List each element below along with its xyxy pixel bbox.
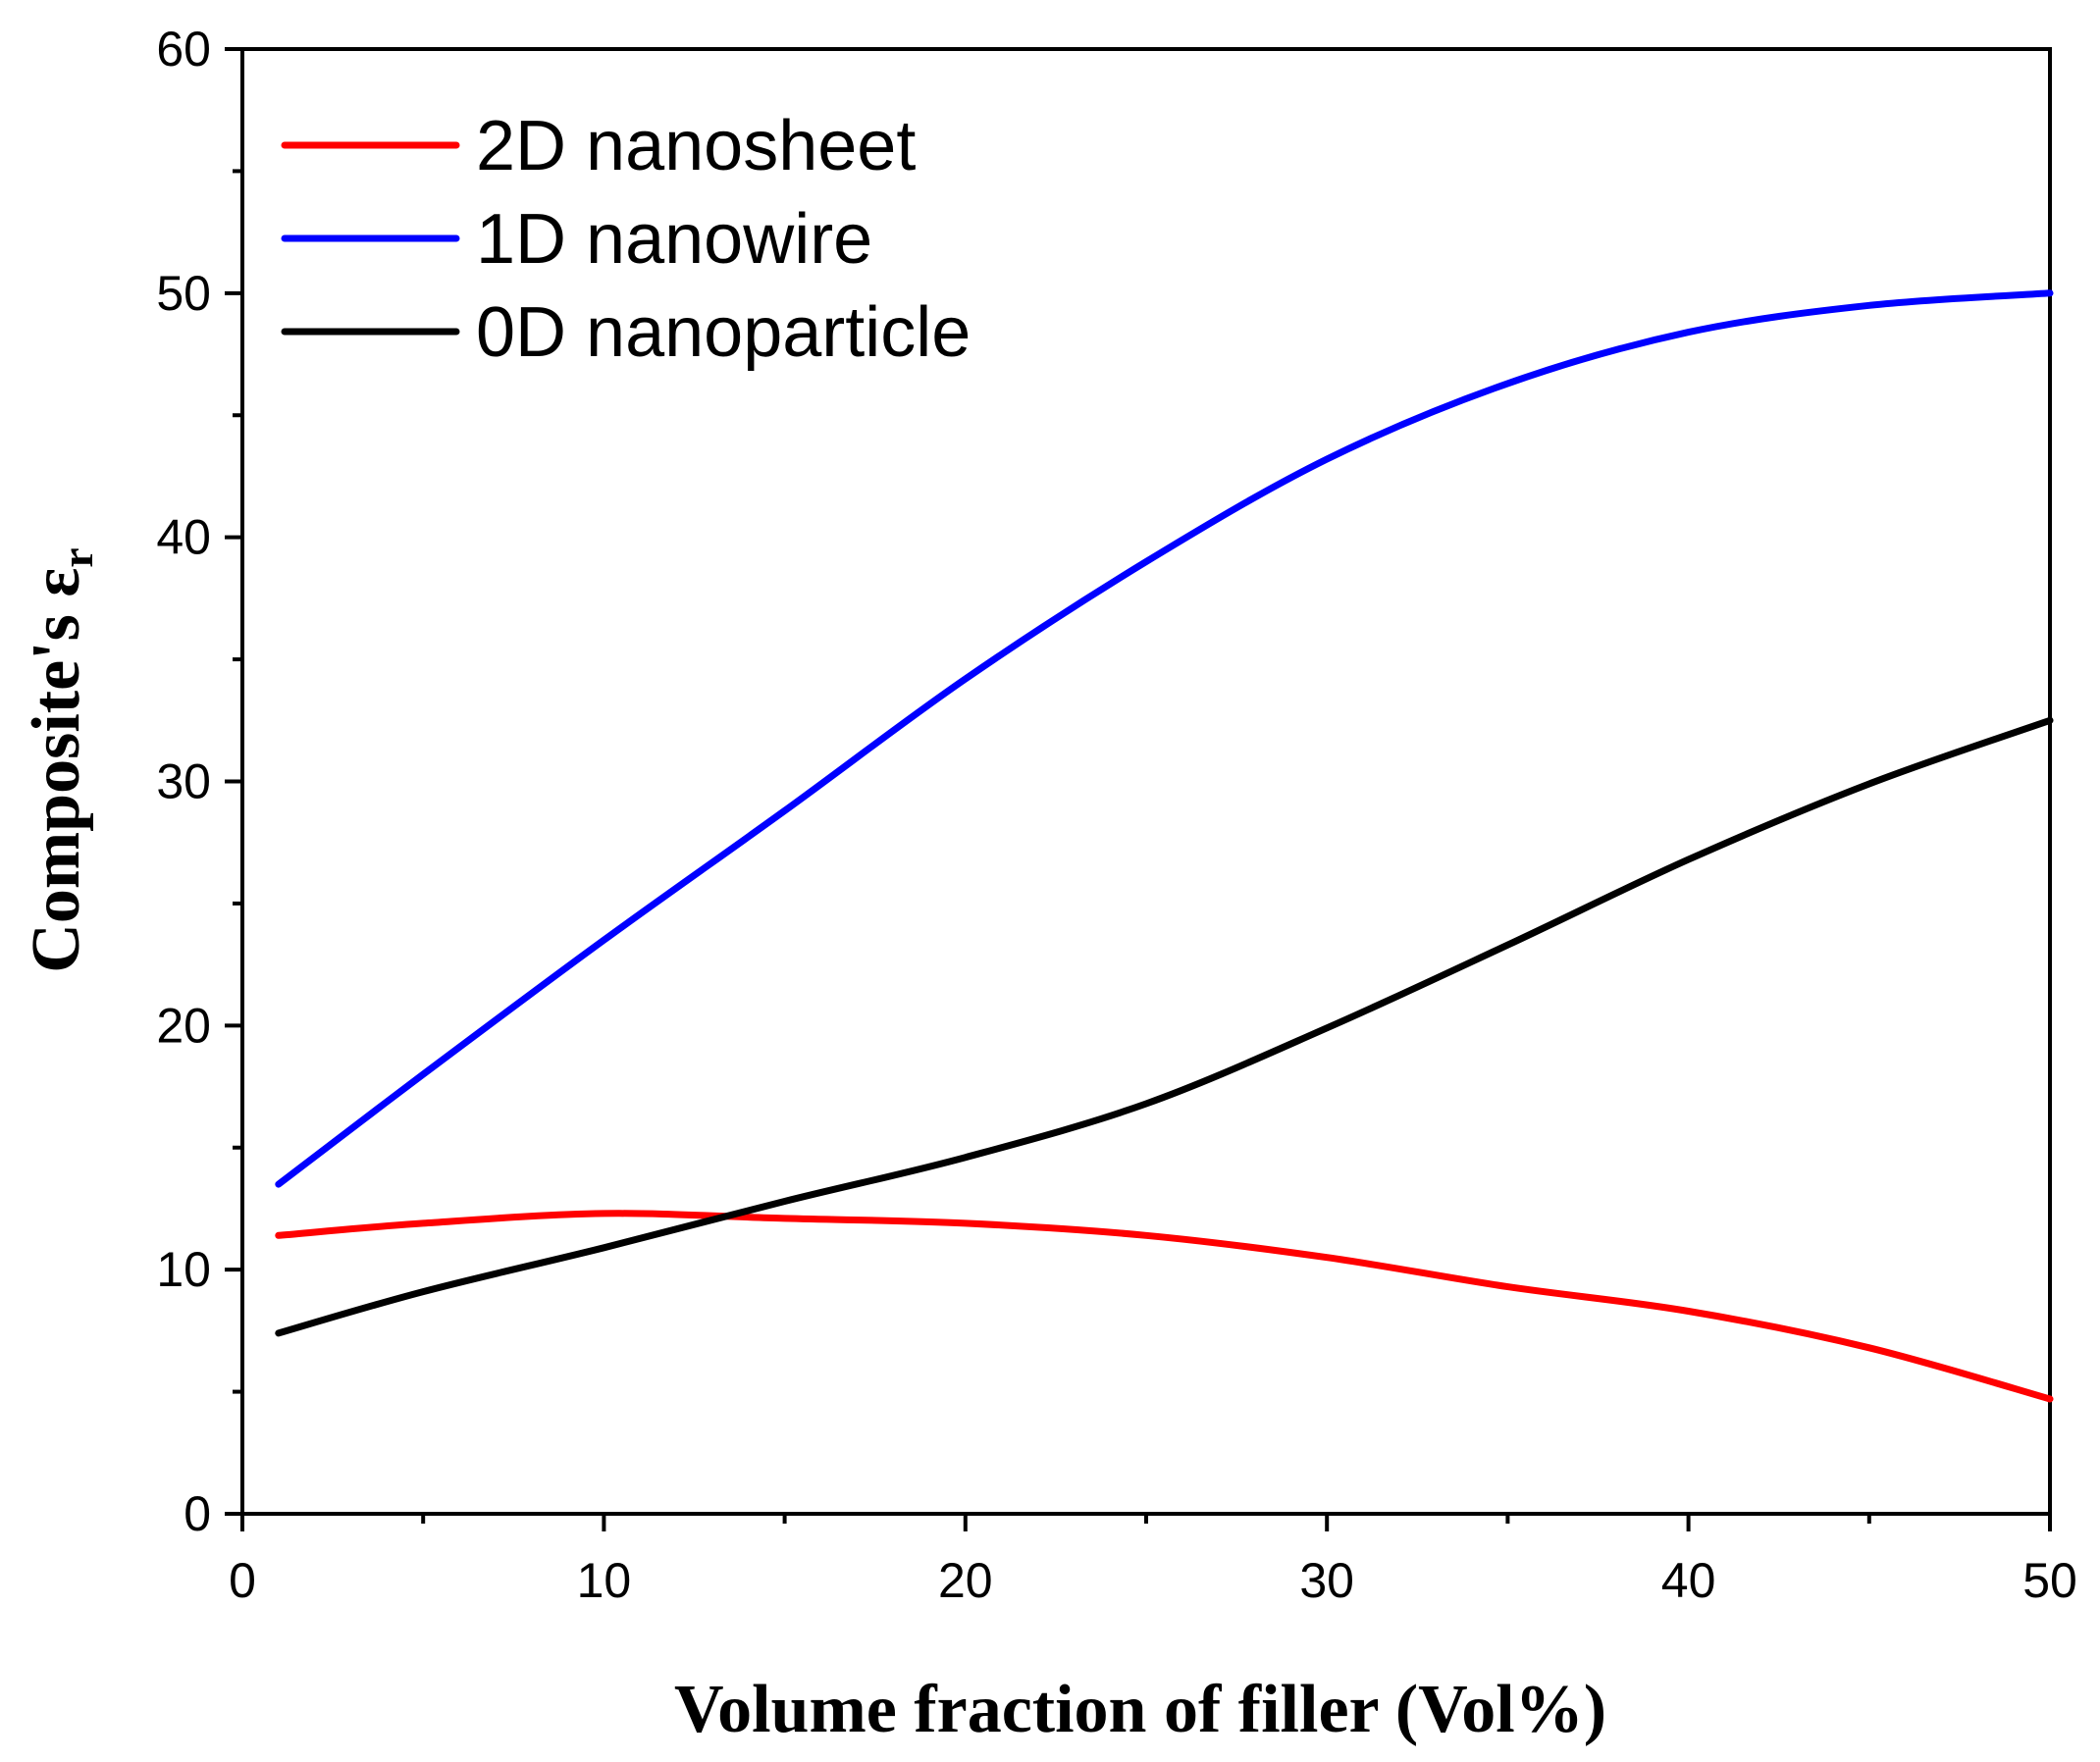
y-tick-label: 10: [156, 1242, 211, 1297]
y-tick-label: 30: [156, 754, 211, 809]
y-tick-label: 0: [184, 1486, 211, 1541]
y-tick-label: 40: [156, 510, 211, 565]
x-tick-label: 0: [229, 1553, 256, 1608]
y-axis-title-subscript: r: [52, 547, 102, 567]
x-tick-label: 20: [938, 1553, 993, 1608]
x-tick-label: 40: [1661, 1553, 1716, 1608]
legend-label-1d-nanowire: 1D nanowire: [476, 200, 872, 279]
series-layer: [275, 289, 2054, 1403]
legend-label-0d-nanoparticle: 0D nanoparticle: [476, 293, 971, 372]
legend-label-2d-nanosheet: 2D nanosheet: [476, 107, 916, 185]
axes-layer: 0 10 20 30 40 50 60 0 10 20 30 40 50: [156, 22, 2076, 1608]
y-tick-label: 20: [156, 998, 211, 1053]
y-axis-title-main: Composite's ε: [19, 568, 94, 973]
x-tick-label: 50: [2022, 1553, 2077, 1608]
series-line-2d-nanosheet: [275, 1210, 2054, 1403]
y-tick-label: 60: [156, 22, 211, 77]
series-line-1d-nanowire: [275, 289, 2054, 1188]
y-axis-title: Composite's εr: [19, 547, 102, 972]
y-tick-label: 50: [156, 266, 211, 321]
x-axis-title: Volume fraction of filler (Vol%): [674, 1672, 1606, 1747]
series-line-0d-nanoparticle: [275, 716, 2054, 1337]
x-tick-label: 10: [577, 1553, 632, 1608]
legend: 2D nanosheet 1D nanowire 0D nanoparticle: [281, 107, 971, 372]
x-tick-label: 30: [1299, 1553, 1354, 1608]
